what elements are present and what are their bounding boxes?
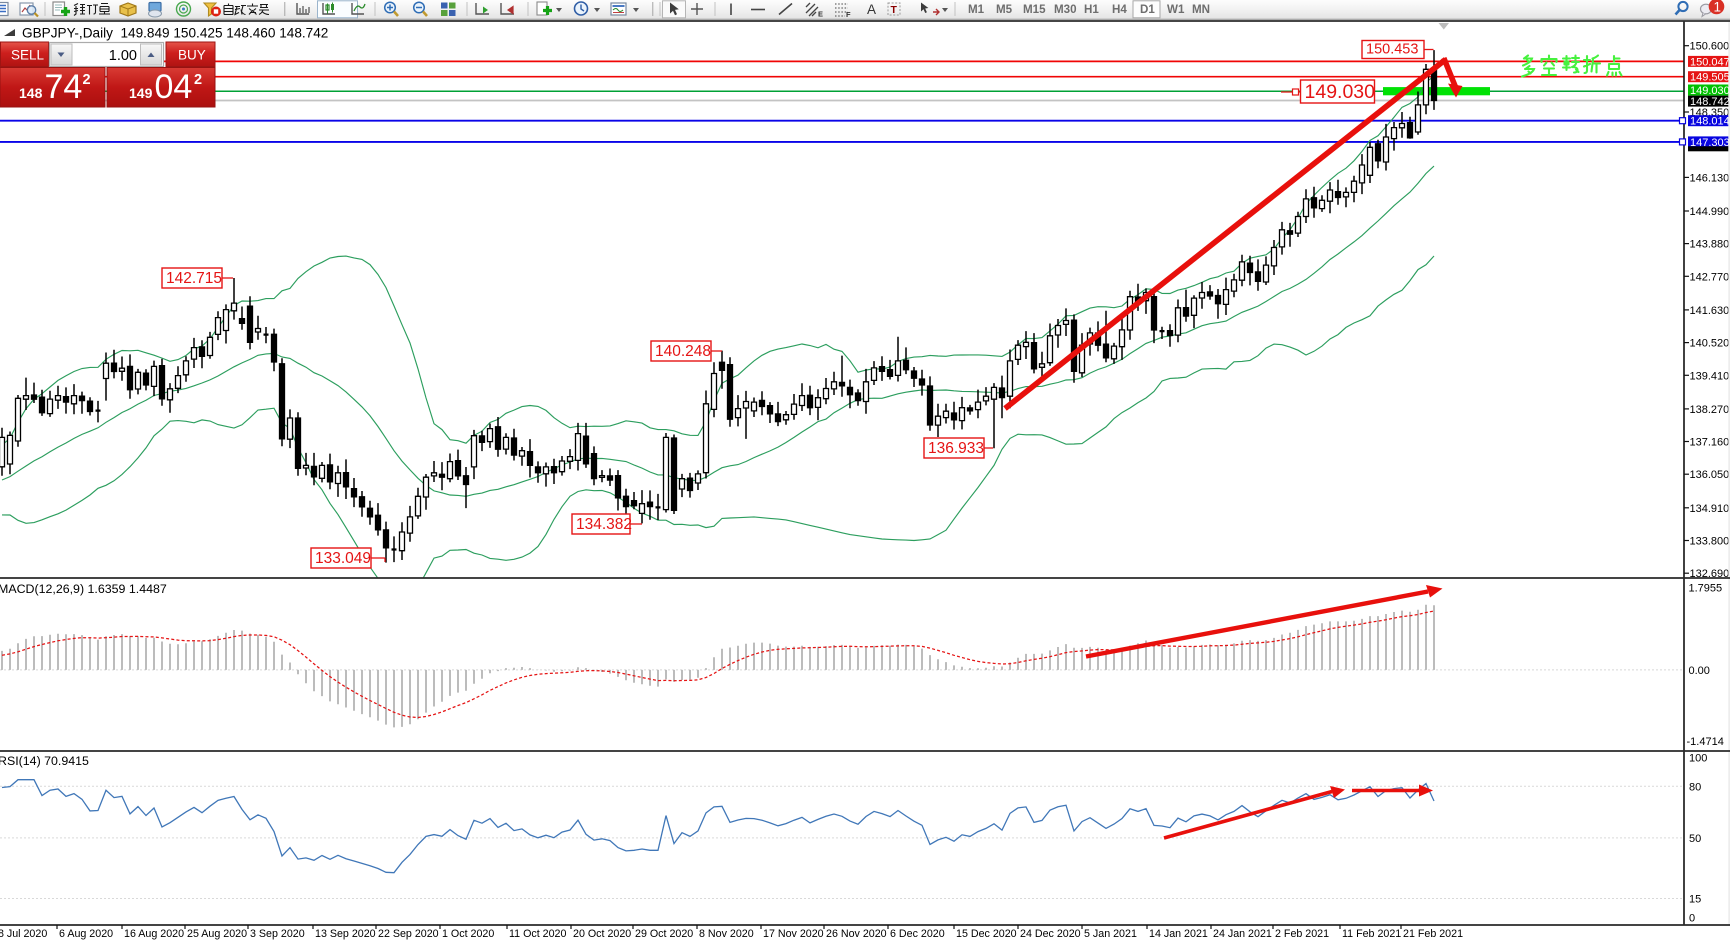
svg-text:139.410: 139.410: [1690, 370, 1730, 382]
svg-text:20 Oct 2020: 20 Oct 2020: [573, 928, 631, 940]
svg-text:149.030: 149.030: [1690, 85, 1730, 97]
svg-text:24 Jan 2021: 24 Jan 2021: [1213, 928, 1272, 940]
svg-text:0.00: 0.00: [1689, 665, 1710, 677]
svg-text:6 Aug 2020: 6 Aug 2020: [59, 928, 113, 940]
svg-text:143.880: 143.880: [1690, 239, 1730, 251]
svg-text:5 Jan 2021: 5 Jan 2021: [1084, 928, 1137, 940]
svg-text:29 Oct 2020: 29 Oct 2020: [635, 928, 693, 940]
svg-text:80: 80: [1689, 782, 1701, 794]
svg-text:6 Dec 2020: 6 Dec 2020: [890, 928, 945, 940]
svg-text:150.047: 150.047: [1690, 56, 1730, 68]
svg-text:F: F: [846, 10, 851, 19]
svg-text:W1: W1: [1167, 3, 1185, 16]
svg-text:134.910: 134.910: [1690, 503, 1730, 515]
svg-text:140.248: 140.248: [655, 343, 711, 360]
svg-text:149.505: 149.505: [1690, 72, 1730, 84]
svg-text:H4: H4: [1112, 3, 1127, 16]
svg-text:22 Sep 2020: 22 Sep 2020: [378, 928, 439, 940]
svg-text:147.303: 147.303: [1690, 137, 1730, 149]
svg-text:136.933: 136.933: [928, 440, 984, 457]
svg-text:M5: M5: [996, 3, 1013, 16]
svg-text:1.00: 1.00: [109, 48, 137, 64]
svg-text:RSI(14) 70.9415: RSI(14) 70.9415: [0, 754, 89, 768]
svg-text:148: 148: [19, 85, 43, 101]
svg-text:138.270: 138.270: [1690, 404, 1730, 416]
svg-text:134.382: 134.382: [576, 516, 632, 533]
svg-text:1.7955: 1.7955: [1689, 583, 1723, 595]
svg-text:74: 74: [45, 68, 83, 106]
svg-text:MN: MN: [1192, 3, 1210, 16]
svg-text:150.600: 150.600: [1690, 41, 1730, 53]
svg-text:M15: M15: [1023, 3, 1046, 16]
svg-text:M30: M30: [1054, 3, 1077, 16]
svg-text:GBPJPY-,Daily 149.849 150.425: GBPJPY-,Daily 149.849 150.425 148.460 14…: [22, 26, 328, 41]
svg-text:140.520: 140.520: [1690, 338, 1730, 350]
svg-text:25 Aug 2020: 25 Aug 2020: [187, 928, 247, 940]
svg-text:24 Dec 2020: 24 Dec 2020: [1020, 928, 1081, 940]
svg-text:14 Jan 2021: 14 Jan 2021: [1149, 928, 1208, 940]
svg-text:2: 2: [194, 72, 202, 88]
svg-text:28 Jul 2020: 28 Jul 2020: [0, 928, 47, 940]
svg-text:MACD(12,26,9) 1.6359 1.4487: MACD(12,26,9) 1.6359 1.4487: [0, 582, 167, 596]
svg-text:146.130: 146.130: [1690, 172, 1730, 184]
svg-text:50: 50: [1689, 833, 1701, 845]
svg-text:-1.4714: -1.4714: [1687, 736, 1724, 748]
svg-text:SELL: SELL: [11, 48, 45, 63]
svg-text:13 Sep 2020: 13 Sep 2020: [315, 928, 376, 940]
svg-text:17 Nov 2020: 17 Nov 2020: [763, 928, 824, 940]
svg-text:26 Nov 2020: 26 Nov 2020: [826, 928, 887, 940]
svg-text:15 Dec 2020: 15 Dec 2020: [956, 928, 1017, 940]
svg-text:E: E: [818, 10, 823, 19]
svg-text:149: 149: [129, 85, 153, 101]
svg-text:137.160: 137.160: [1690, 437, 1730, 449]
svg-text:149.030: 149.030: [1305, 81, 1376, 103]
svg-text:150.453: 150.453: [1366, 42, 1418, 58]
svg-text:3 Sep 2020: 3 Sep 2020: [250, 928, 305, 940]
svg-text:11 Oct 2020: 11 Oct 2020: [509, 928, 566, 940]
svg-text:1 Oct 2020: 1 Oct 2020: [442, 928, 494, 940]
svg-text:2: 2: [83, 72, 91, 88]
svg-text:T: T: [891, 4, 898, 16]
svg-text:142.770: 142.770: [1690, 271, 1730, 283]
svg-text:133.049: 133.049: [315, 550, 371, 567]
svg-text:133.800: 133.800: [1690, 536, 1730, 548]
svg-text:A: A: [867, 2, 876, 17]
svg-text:15: 15: [1689, 894, 1701, 906]
svg-text:100: 100: [1689, 753, 1707, 765]
svg-text:8 Nov 2020: 8 Nov 2020: [699, 928, 754, 940]
svg-text:21 Feb 2021: 21 Feb 2021: [1403, 928, 1463, 940]
svg-text:148.742: 148.742: [1690, 96, 1730, 108]
svg-text:142.715: 142.715: [166, 270, 222, 287]
svg-text:1: 1: [1714, 0, 1722, 15]
svg-text:148.014: 148.014: [1690, 116, 1730, 128]
svg-text:16 Aug 2020: 16 Aug 2020: [124, 928, 184, 940]
svg-text:144.990: 144.990: [1690, 206, 1730, 218]
svg-text:136.050: 136.050: [1690, 469, 1730, 481]
svg-text:BUY: BUY: [178, 48, 206, 63]
svg-text:2 Feb 2021: 2 Feb 2021: [1275, 928, 1329, 940]
svg-text:D1: D1: [1140, 3, 1155, 16]
svg-text:141.630: 141.630: [1690, 305, 1730, 317]
svg-text:04: 04: [155, 68, 193, 106]
svg-text:11 Feb 2021: 11 Feb 2021: [1342, 928, 1401, 940]
svg-text:H1: H1: [1084, 3, 1099, 16]
svg-text:M1: M1: [968, 3, 985, 16]
svg-text:0: 0: [1689, 913, 1695, 925]
